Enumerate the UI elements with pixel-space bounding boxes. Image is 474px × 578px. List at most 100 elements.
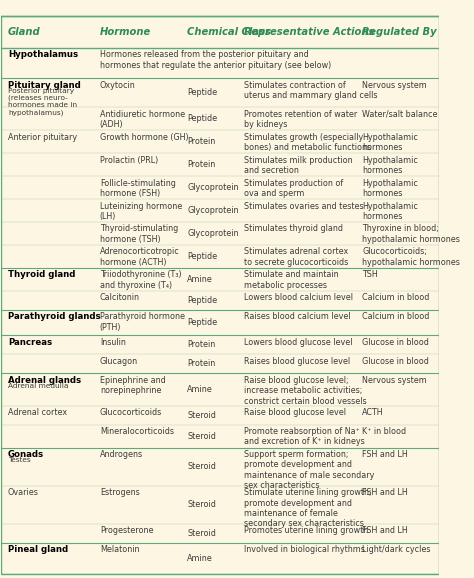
Text: Parathyroid hormone
(PTH): Parathyroid hormone (PTH) [100,312,185,332]
Text: Peptide: Peptide [187,318,218,327]
Text: Stimulates thyroid gland: Stimulates thyroid gland [244,224,343,234]
Text: Glycoprotein: Glycoprotein [187,206,239,215]
Text: K⁺ in blood: K⁺ in blood [363,427,407,436]
Text: Hypothalamus: Hypothalamus [8,50,78,59]
Text: Steroid: Steroid [187,529,216,538]
Text: Raise blood glucose level: Raise blood glucose level [244,408,346,417]
Text: Hypothalamic
hormones: Hypothalamic hormones [363,179,419,198]
Text: Nervous system: Nervous system [363,81,427,90]
Text: Stimulates growth (especially
bones) and metabolic functions: Stimulates growth (especially bones) and… [244,133,372,152]
Text: Amine: Amine [187,385,213,394]
Text: Promotes uterine lining growth: Promotes uterine lining growth [244,527,368,535]
Text: Luteinizing hormone
(LH): Luteinizing hormone (LH) [100,202,182,221]
Text: FSH and LH: FSH and LH [363,450,408,459]
Text: Insulin: Insulin [100,338,126,347]
Text: Adrenal medulla: Adrenal medulla [8,383,68,388]
Text: TSH: TSH [363,271,378,279]
Text: Light/dark cycles: Light/dark cycles [363,546,431,554]
Text: Water/salt balance: Water/salt balance [363,110,438,119]
Text: Glucose in blood: Glucose in blood [363,338,429,347]
Text: FSH and LH: FSH and LH [363,488,408,497]
Text: Steroid: Steroid [187,501,216,509]
Text: ACTH: ACTH [363,408,384,417]
Text: Pineal gland: Pineal gland [8,546,68,554]
Text: Glycoprotein: Glycoprotein [187,229,239,238]
Text: Peptide: Peptide [187,114,218,124]
Text: Raise blood glucose level;
increase metabolic activities;
constrict certain bloo: Raise blood glucose level; increase meta… [244,376,367,406]
Text: Protein: Protein [187,138,216,146]
Text: Hormone: Hormone [100,27,151,37]
Text: Progesterone: Progesterone [100,527,154,535]
Text: Support sperm formation;
promote development and
maintenance of male secondary
s: Support sperm formation; promote develop… [244,450,374,490]
Text: Lowers blood glucose level: Lowers blood glucose level [244,338,353,347]
Text: Testes: Testes [8,457,31,463]
Text: Adrenal cortex: Adrenal cortex [8,408,67,417]
Text: Peptide: Peptide [187,252,218,261]
Text: Epinephrine and
norepinephrine: Epinephrine and norepinephrine [100,376,165,395]
Text: Raises blood glucose level: Raises blood glucose level [244,357,350,366]
Text: Adrenocorticotropic
hormone (ACTH): Adrenocorticotropic hormone (ACTH) [100,247,180,267]
Text: Regulated By: Regulated By [363,27,437,37]
Text: Promotes retention of water
by kidneys: Promotes retention of water by kidneys [244,110,357,129]
Text: Posterior pituitary
(releases neuro-
hormones made in
hypothalamus): Posterior pituitary (releases neuro- hor… [8,88,77,116]
Text: Protein: Protein [187,360,216,368]
Text: Growth hormone (GH): Growth hormone (GH) [100,133,189,142]
Text: Hormones released from the posterior pituitary and
hormones that regulate the an: Hormones released from the posterior pit… [100,50,331,69]
Text: Anterior pituitary: Anterior pituitary [8,133,77,142]
Text: Glucocorticoids: Glucocorticoids [100,408,162,417]
Text: Stimulates adrenal cortex
to secrete glucocorticoids: Stimulates adrenal cortex to secrete glu… [244,247,348,267]
Text: Raises blood calcium level: Raises blood calcium level [244,312,351,321]
Text: Calcitonin: Calcitonin [100,293,140,302]
Text: Glycoprotein: Glycoprotein [187,183,239,192]
Text: Calcium in blood: Calcium in blood [363,312,430,321]
Text: Stimulates contraction of
uterus and mammary gland cells: Stimulates contraction of uterus and mam… [244,81,378,100]
Text: Peptide: Peptide [187,296,218,305]
Text: Representative Actions: Representative Actions [244,27,375,37]
Text: Pituitary gland: Pituitary gland [8,81,81,90]
Text: Thyroid-stimulating
hormone (TSH): Thyroid-stimulating hormone (TSH) [100,224,178,244]
Text: Hypothalamic
hormones: Hypothalamic hormones [363,133,419,152]
Text: Mineralocorticoids: Mineralocorticoids [100,427,174,436]
Text: Protein: Protein [187,340,216,349]
Text: Prolactin (PRL): Prolactin (PRL) [100,155,158,165]
Text: Steroid: Steroid [187,410,216,420]
Text: Hypothalamic
hormones: Hypothalamic hormones [363,202,419,221]
Text: Gland: Gland [8,27,41,37]
Text: Triiodothyronine (T₃)
and thyroxine (T₄): Triiodothyronine (T₃) and thyroxine (T₄) [100,271,182,290]
Text: Amine: Amine [187,554,213,563]
Text: Stimulates ovaries and testes: Stimulates ovaries and testes [244,202,364,210]
Text: Stimulate and maintain
metabolic processes: Stimulate and maintain metabolic process… [244,271,339,290]
Text: Ovaries: Ovaries [8,488,39,497]
Text: Thyroid gland: Thyroid gland [8,271,75,279]
Text: Lowers blood calcium level: Lowers blood calcium level [244,293,353,302]
Text: Gonads: Gonads [8,450,44,459]
Text: Peptide: Peptide [187,88,218,98]
Text: Oxytocin: Oxytocin [100,81,136,90]
Text: Promote reabsorption of Na⁺
and excretion of K⁺ in kidneys: Promote reabsorption of Na⁺ and excretio… [244,427,365,446]
Text: FSH and LH: FSH and LH [363,527,408,535]
Text: Melatonin: Melatonin [100,546,139,554]
Text: Amine: Amine [187,275,213,284]
Text: Glucose in blood: Glucose in blood [363,357,429,366]
Text: Steroid: Steroid [187,432,216,440]
Text: Protein: Protein [187,160,216,169]
Text: Glucocorticoids;
hypothalamic hormones: Glucocorticoids; hypothalamic hormones [363,247,460,267]
Text: Nervous system: Nervous system [363,376,427,385]
Text: Calcium in blood: Calcium in blood [363,293,430,302]
Text: Stimulate uterine lining growth;
promote development and
maintenance of female
s: Stimulate uterine lining growth; promote… [244,488,372,528]
Text: Follicle-stimulating
hormone (FSH): Follicle-stimulating hormone (FSH) [100,179,176,198]
Text: Stimulates production of
ova and sperm: Stimulates production of ova and sperm [244,179,344,198]
Text: Adrenal glands: Adrenal glands [8,376,81,385]
Text: Hypothalamic
hormones: Hypothalamic hormones [363,155,419,175]
Text: Parathyroid glands: Parathyroid glands [8,312,100,321]
Text: Steroid: Steroid [187,462,216,471]
Text: Stimulates milk production
and secretion: Stimulates milk production and secretion [244,155,353,175]
Text: Antidiuretic hormone
(ADH): Antidiuretic hormone (ADH) [100,110,185,129]
Text: Involved in biological rhythms: Involved in biological rhythms [244,546,365,554]
Text: Pancreas: Pancreas [8,338,52,347]
Text: Estrogens: Estrogens [100,488,140,497]
Text: Glucagon: Glucagon [100,357,138,366]
Text: Chemical Class: Chemical Class [187,27,272,37]
Text: Androgens: Androgens [100,450,143,459]
Text: Thyroxine in blood;
hypothalamic hormones: Thyroxine in blood; hypothalamic hormone… [363,224,460,244]
